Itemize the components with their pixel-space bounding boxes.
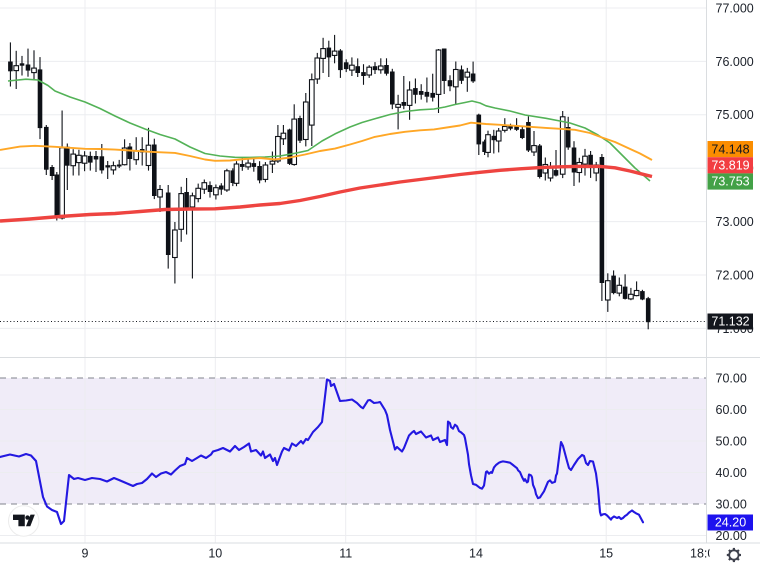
- svg-text:15: 15: [599, 547, 613, 561]
- svg-text:20.00: 20.00: [716, 529, 747, 543]
- svg-text:24.20: 24.20: [715, 516, 746, 530]
- svg-text:76.000: 76.000: [716, 55, 754, 69]
- svg-text:75.000: 75.000: [716, 108, 754, 122]
- svg-text:40.00: 40.00: [716, 466, 747, 480]
- svg-text:74.148: 74.148: [711, 142, 749, 156]
- svg-text:60.00: 60.00: [716, 403, 747, 417]
- svg-text:70.00: 70.00: [716, 371, 747, 385]
- svg-text:73.753: 73.753: [711, 175, 749, 189]
- svg-text:73.819: 73.819: [711, 159, 749, 173]
- svg-text:30.00: 30.00: [716, 497, 747, 511]
- svg-text:72.000: 72.000: [716, 268, 754, 282]
- svg-text:11: 11: [339, 547, 352, 561]
- svg-text:50.00: 50.00: [716, 434, 747, 448]
- svg-text:10: 10: [208, 547, 222, 561]
- svg-text:14: 14: [469, 547, 483, 561]
- svg-text:77.000: 77.000: [716, 1, 754, 15]
- svg-text:71.132: 71.132: [711, 315, 749, 329]
- svg-text:73.000: 73.000: [716, 215, 754, 229]
- svg-text:9: 9: [82, 547, 89, 561]
